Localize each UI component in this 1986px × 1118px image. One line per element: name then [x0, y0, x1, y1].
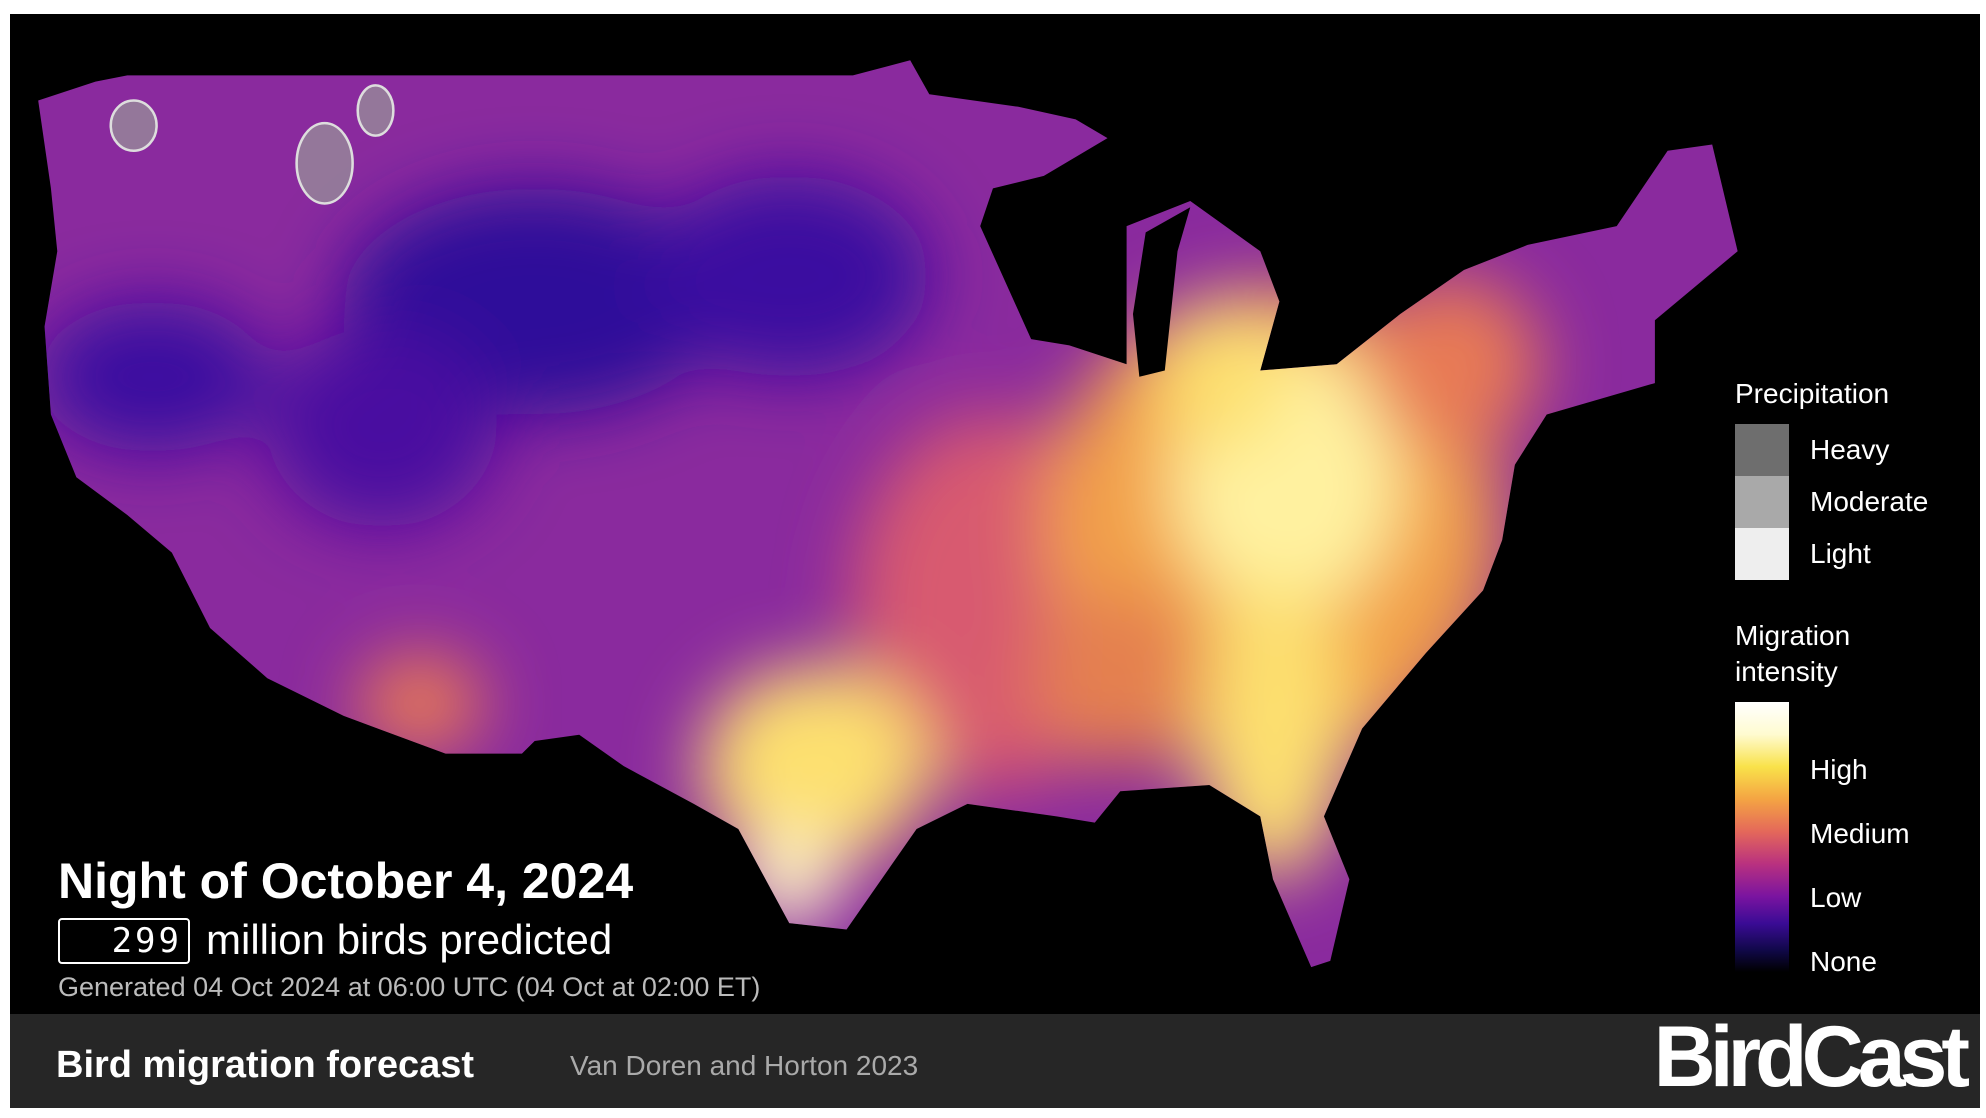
legend-label: Light	[1810, 538, 1871, 569]
legend-title: Migration intensity	[1735, 620, 1851, 687]
map	[38, 60, 1738, 968]
legend-title: Precipitation	[1735, 378, 1890, 409]
legend-label: Medium	[1810, 818, 1910, 849]
count-label: million birds predicted	[206, 916, 613, 963]
legend-label: Heavy	[1810, 434, 1890, 465]
precip-swatch	[1735, 476, 1789, 528]
precip-swatch	[1735, 528, 1789, 580]
generated-note: Generated 04 Oct 2024 at 06:00 UTC (04 O…	[58, 972, 761, 1002]
legend-label: High	[1810, 754, 1868, 785]
map-title: Night of October 4, 2024	[58, 853, 634, 909]
legend-label: Moderate	[1810, 486, 1929, 517]
legend-label: Low	[1810, 882, 1862, 913]
lake-michigan	[1132, 207, 1191, 377]
footer-bar: Bird migration forecast Van Doren and Ho…	[10, 1009, 1980, 1108]
intensity-colorbar	[1735, 702, 1789, 972]
bird-count: 299	[58, 918, 190, 964]
citation: Van Doren and Horton 2023	[570, 1050, 919, 1081]
logo: BirdCast	[1653, 1009, 1970, 1105]
map-panel: Night of October 4, 2024 299 million bir…	[10, 14, 1980, 1014]
precip-swatch	[1735, 424, 1789, 476]
legend-label: None	[1810, 946, 1877, 977]
footer-title: Bird migration forecast	[56, 1044, 475, 1086]
